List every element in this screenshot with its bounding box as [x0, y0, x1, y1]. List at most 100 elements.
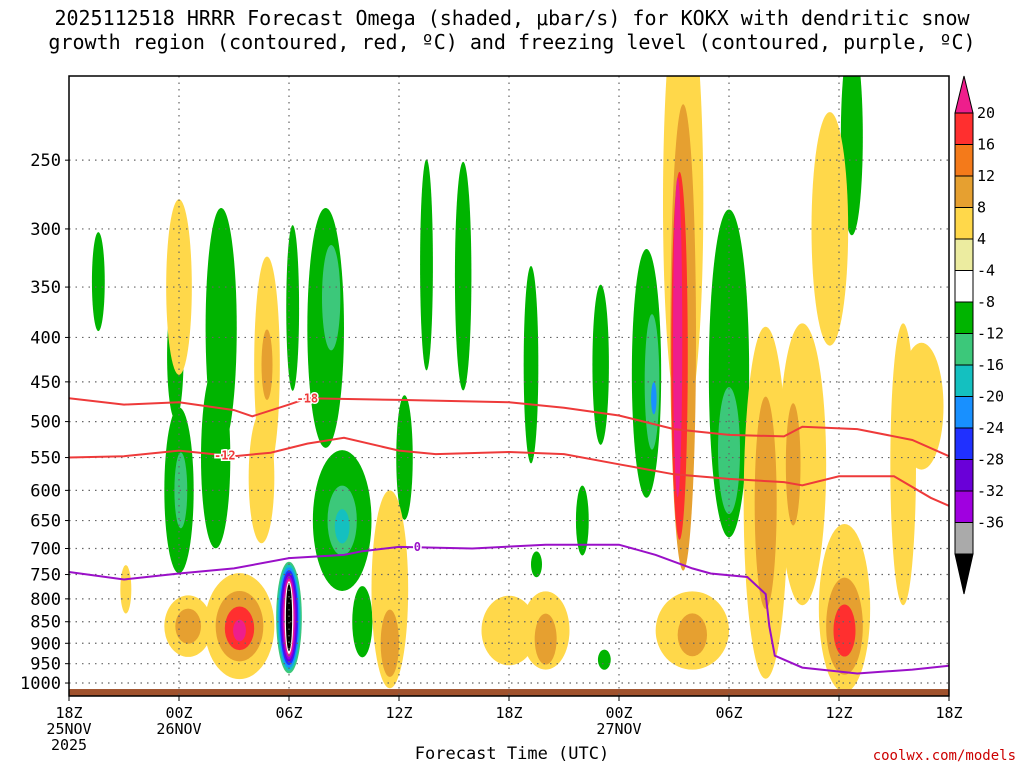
omega-region — [396, 395, 413, 520]
contour-label: -18 — [296, 391, 318, 405]
colorbar-box — [954, 522, 974, 555]
colorbar-label: 20 — [977, 104, 995, 122]
colorbar-label: -24 — [977, 419, 1004, 437]
omega-region — [261, 329, 273, 400]
contour-line-0 — [69, 543, 949, 675]
y-tick-label: 800 — [30, 590, 61, 610]
omega-region — [91, 232, 105, 332]
omega-region — [334, 509, 350, 544]
omega-region — [644, 314, 660, 450]
colorbar-label: -8 — [977, 293, 995, 311]
colorbar-label: -12 — [977, 325, 1004, 343]
omega-region — [166, 199, 192, 375]
colorbar-label: -28 — [977, 451, 1004, 469]
y-tick-label: 700 — [30, 539, 61, 559]
omega-region — [454, 161, 472, 391]
x-tick-label: 06Z — [275, 704, 302, 722]
omega-region — [523, 266, 539, 464]
omega-region — [833, 604, 856, 657]
colorbar-label: -32 — [977, 482, 1004, 500]
omega-region — [531, 551, 542, 578]
colorbar-box — [954, 112, 974, 145]
omega-region — [233, 619, 246, 642]
title-line-2: growth region (contoured, red, ºC) and f… — [48, 30, 976, 54]
omega-region — [175, 608, 202, 644]
y-tick-label: 900 — [30, 634, 61, 654]
colorbar-box — [954, 175, 974, 208]
omega-region — [575, 485, 589, 556]
y-tick-label: 850 — [30, 613, 61, 633]
colorbar-box — [954, 207, 974, 240]
x-tick-label: 2025 — [51, 736, 87, 754]
x-tick-label: 18Z — [935, 704, 962, 722]
y-tick-label: 550 — [30, 449, 61, 469]
omega-region — [481, 595, 537, 666]
colorbar-label: -36 — [977, 514, 1004, 532]
colorbar-box — [954, 238, 974, 271]
colorbar-label: -20 — [977, 388, 1004, 406]
colorbar-box — [954, 427, 974, 460]
y-tick-label: 400 — [30, 328, 61, 348]
colorbar-label: 4 — [977, 230, 986, 248]
ground-surface — [69, 689, 949, 696]
omega-region — [380, 609, 400, 677]
colorbar-box — [954, 396, 974, 429]
omega-region — [899, 342, 944, 470]
omega-region — [201, 366, 231, 549]
colorbar-top-cap — [954, 75, 974, 114]
omega-region — [322, 244, 341, 351]
y-tick-label: 250 — [30, 151, 61, 171]
y-tick-label: 950 — [30, 655, 61, 675]
colorbar-box — [954, 490, 974, 523]
x-tick-label: 27NOV — [596, 720, 641, 738]
x-tick-label: 26NOV — [156, 720, 201, 738]
y-tick-label: 500 — [30, 413, 61, 433]
y-tick-label: 650 — [30, 512, 61, 532]
y-tick-label: 300 — [30, 220, 61, 240]
contour-label: -12 — [214, 448, 236, 462]
omega-region — [673, 177, 683, 498]
x-tick-label: 06Z — [715, 704, 742, 722]
omega-region — [420, 159, 433, 371]
x-tick-label: 12Z — [385, 704, 412, 722]
omega-region — [718, 387, 740, 515]
x-tick-label: 18Z — [495, 704, 522, 722]
colorbar-label: -16 — [977, 356, 1004, 374]
x-tick-label: 00Z — [605, 704, 632, 722]
omega-region — [651, 382, 657, 415]
omega-region — [754, 396, 777, 609]
x-tick-label: 12Z — [825, 704, 852, 722]
y-tick-label: 750 — [30, 566, 61, 586]
omega-region — [120, 565, 132, 614]
contour-line--12 — [69, 436, 949, 507]
y-tick-label: 450 — [30, 373, 61, 393]
y-tick-label: 1000 — [20, 674, 61, 694]
omega-region — [597, 649, 611, 670]
x-tick-label: 25NOV — [46, 720, 91, 738]
title-line-1: 2025112518 HRRR Forecast Omega (shaded, … — [54, 6, 970, 30]
credit-text: coolwx.com/models — [872, 748, 1016, 764]
colorbar-label: 16 — [977, 136, 995, 154]
omega-core-ring — [285, 584, 293, 652]
colorbar-label: 8 — [977, 199, 986, 217]
y-tick-label: 350 — [30, 278, 61, 298]
x-axis-title: Forecast Time (UTC) — [414, 744, 610, 764]
chart-title: 2025112518 HRRR Forecast Omega (shaded, … — [0, 6, 1024, 54]
colorbar-box — [954, 364, 974, 397]
omega-region — [778, 323, 827, 606]
colorbar-box — [954, 301, 974, 334]
contour-line--18 — [69, 397, 949, 458]
colorbar-box — [954, 333, 974, 366]
colorbar-box — [954, 459, 974, 492]
colorbar-label: 12 — [977, 167, 995, 185]
omega-region — [371, 490, 409, 689]
x-tick-label: 00Z — [165, 704, 192, 722]
omega-region — [248, 411, 275, 544]
contour-label: 0 — [414, 540, 421, 554]
omega-region — [534, 613, 557, 665]
y-tick-label: 600 — [30, 481, 61, 501]
colorbar-label: -4 — [977, 262, 995, 280]
omega-region — [677, 613, 707, 657]
omega-region — [592, 284, 609, 445]
